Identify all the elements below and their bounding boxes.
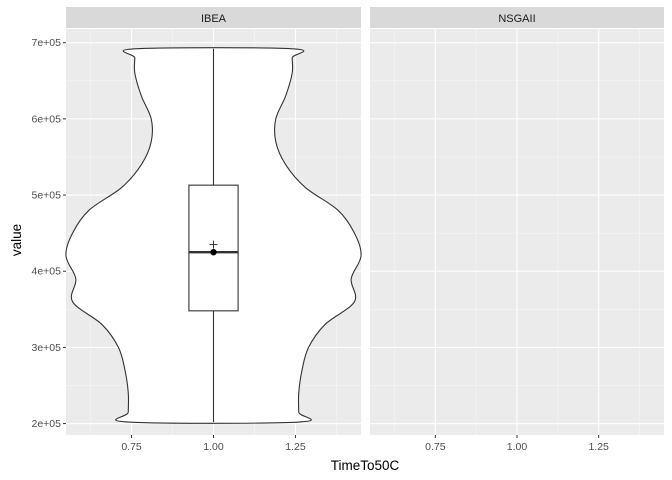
x-tick-label: 1.25 <box>285 441 306 453</box>
y-axis: 2e+05 3e+05 4e+05 5e+05 6e+05 7e+05 <box>32 37 66 430</box>
y-tick-label: 6e+05 <box>32 113 62 125</box>
y-tick-label: 7e+05 <box>32 37 62 49</box>
x-tick-label: 1.00 <box>507 441 528 453</box>
violin-marks-ibea <box>65 47 362 424</box>
x-tick-label: 1.25 <box>588 441 609 453</box>
facet-panel-nsgaii: NSGAII <box>370 7 664 435</box>
x-axis-nsgaii: 0.75 1.00 1.25 <box>425 435 609 453</box>
mean-marker <box>209 240 218 249</box>
facet-panel-ibea: IBEA <box>65 7 362 435</box>
x-axis-ibea: 0.75 1.00 1.25 <box>121 435 306 453</box>
y-tick-label: 4e+05 <box>32 266 62 278</box>
y-tick-label: 2e+05 <box>32 418 62 430</box>
facet-strip-label-ibea: IBEA <box>201 13 227 25</box>
facet-strip-nsgaii <box>370 7 664 28</box>
x-axis-title: TimeTo50C <box>331 458 400 473</box>
y-tick-label: 3e+05 <box>32 342 62 354</box>
facet-strip-label-nsgaii: NSGAII <box>498 13 535 25</box>
y-axis-title: value <box>9 224 24 256</box>
gridlines-nsgaii <box>370 29 664 435</box>
y-tick-label: 5e+05 <box>32 190 62 202</box>
x-tick-label: 0.75 <box>425 441 446 453</box>
x-tick-label: 0.75 <box>121 441 142 453</box>
median-point <box>210 248 217 256</box>
x-tick-label: 1.00 <box>203 441 224 453</box>
facet-strip-ibea <box>66 7 361 28</box>
